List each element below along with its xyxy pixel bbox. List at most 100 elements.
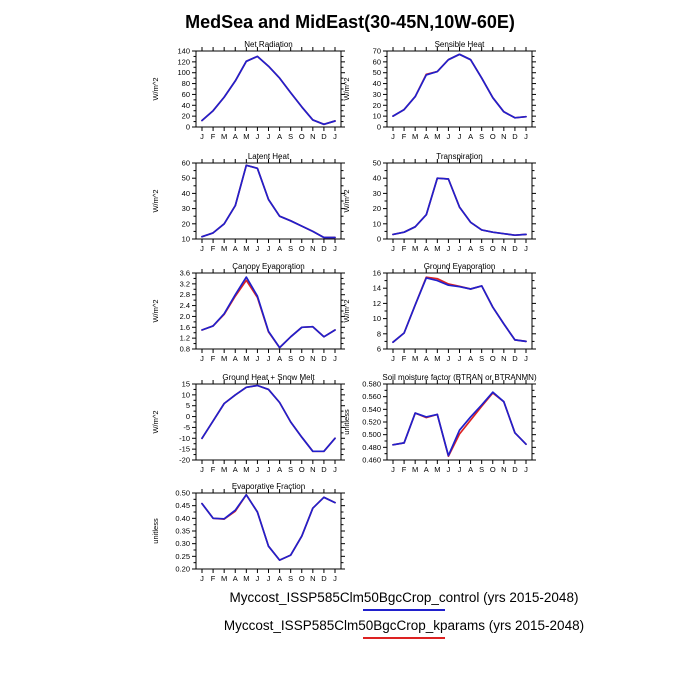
ground-evaporation-xtick-label: M bbox=[412, 354, 418, 363]
latent-heat-ytick-label: 40 bbox=[182, 189, 190, 198]
latent-heat-xtick-label: M bbox=[221, 244, 227, 253]
evaporative-fraction-ytick-label: 0.20 bbox=[175, 565, 190, 574]
evaporative-fraction-xtick-label: M bbox=[243, 574, 249, 583]
latent-heat-xtick-label: F bbox=[211, 244, 216, 253]
evaporative-fraction-xtick-label: A bbox=[233, 574, 238, 583]
soil-moisture-factor-btran-or-btranmn-xtick-label: M bbox=[412, 465, 418, 474]
sensible-heat-xtick-label: A bbox=[468, 132, 473, 141]
ground-evaporation-xtick-label: A bbox=[468, 354, 473, 363]
latent-heat-ytick-label: 60 bbox=[182, 159, 190, 168]
canopy-evaporation-series-control bbox=[201, 276, 336, 349]
canopy-evaporation-title: Canopy Evaporation bbox=[232, 262, 305, 271]
evaporative-fraction-xtick-label: A bbox=[277, 574, 282, 583]
net-radiation-xtick-label: J bbox=[200, 132, 204, 141]
canopy-evaporation-ytick-label: 3.6 bbox=[180, 269, 190, 278]
subplot-net-radiation: Net Radiation 0 20 40 60 80 100 120 140 J F M A M J J A S… bbox=[148, 37, 351, 142]
canopy-evaporation-xtick-label: A bbox=[233, 354, 238, 363]
net-radiation-xtick-label: F bbox=[211, 132, 216, 141]
soil-moisture-factor-btran-or-btranmn-ylabel: unitless bbox=[342, 409, 351, 435]
latent-heat-xtick-label: M bbox=[243, 244, 249, 253]
transpiration-xtick-label: J bbox=[391, 244, 395, 253]
ground-heat-snow-melt-xtick-label: J bbox=[256, 465, 260, 474]
evaporative-fraction-ytick-label: 0.30 bbox=[175, 539, 190, 548]
soil-moisture-factor-btran-or-btranmn-xtick-label: D bbox=[512, 465, 518, 474]
ground-heat-snow-melt-ytick-label: -20 bbox=[179, 456, 190, 465]
soil-moisture-factor-btran-or-btranmn-canvas: Soil moisture factor (BTRAN or BTRANMN) 0… bbox=[342, 373, 537, 474]
evaporative-fraction-xtick-label: D bbox=[321, 574, 327, 583]
canopy-evaporation-ytick-label: 2.8 bbox=[180, 290, 190, 299]
ground-evaporation-xtick-label: N bbox=[501, 354, 506, 363]
canopy-evaporation-xtick-label: M bbox=[243, 354, 249, 363]
sensible-heat-ytick-label: 0 bbox=[377, 123, 381, 132]
legend-entry-control: Myccost_ISSP585Clm50BgcCrop_control (yrs… bbox=[108, 590, 700, 611]
canopy-evaporation-xtick-label: F bbox=[211, 354, 216, 363]
soil-moisture-factor-btran-or-btranmn-ytick-label: 0.540 bbox=[362, 405, 381, 414]
transpiration-xtick-label: A bbox=[468, 244, 473, 253]
net-radiation-xtick-label: J bbox=[333, 132, 337, 141]
sensible-heat-ytick-label: 40 bbox=[373, 79, 381, 88]
latent-heat-xtick-label: J bbox=[333, 244, 337, 253]
ground-heat-snow-melt-title: Ground Heat + Snow Melt bbox=[222, 373, 315, 382]
transpiration-xtick-label: A bbox=[424, 244, 429, 253]
net-radiation-xtick-label: M bbox=[243, 132, 249, 141]
sensible-heat-xtick-label: J bbox=[458, 132, 462, 141]
canopy-evaporation-xtick-label: O bbox=[299, 354, 305, 363]
evaporative-fraction-xtick-label: O bbox=[299, 574, 305, 583]
latent-heat-xtick-label: A bbox=[277, 244, 282, 253]
subplot-evaporative-fraction: Evaporative Fraction 0.20 0.25 0.30 0.35 0.40… bbox=[148, 479, 351, 584]
ground-heat-snow-melt-ytick-label: 0 bbox=[186, 412, 190, 421]
sensible-heat-series-kparams bbox=[392, 53, 527, 119]
net-radiation-xtick-label: J bbox=[256, 132, 260, 141]
soil-moisture-factor-btran-or-btranmn-series-kparams bbox=[392, 392, 527, 458]
canopy-evaporation-ytick-label: 2.0 bbox=[180, 312, 190, 321]
net-radiation-ytick-label: 20 bbox=[182, 112, 190, 121]
sensible-heat-ytick-label: 30 bbox=[373, 90, 381, 99]
ground-evaporation-series-control bbox=[392, 277, 527, 344]
legend: Myccost_ISSP585Clm50BgcCrop_control (yrs… bbox=[0, 590, 700, 646]
sensible-heat-title: Sensible Heat bbox=[435, 40, 486, 49]
transpiration-title: Transpiration bbox=[436, 152, 482, 161]
transpiration-series-control bbox=[392, 177, 527, 237]
ground-evaporation-ytick-label: 8 bbox=[377, 329, 381, 338]
soil-moisture-factor-btran-or-btranmn-ytick-label: 0.500 bbox=[362, 430, 381, 439]
canopy-evaporation-xtick-label: J bbox=[256, 354, 260, 363]
subplot-latent-heat: Latent Heat 10 20 30 40 50 60 J F M A M J J A S O N D J W/m^… bbox=[148, 149, 351, 254]
ground-evaporation-xtick-label: M bbox=[434, 354, 440, 363]
ground-evaporation-xtick-label: J bbox=[458, 354, 462, 363]
sensible-heat-xtick-label: N bbox=[501, 132, 506, 141]
evaporative-fraction-ytick-label: 0.35 bbox=[175, 527, 190, 536]
sensible-heat-ytick-label: 70 bbox=[373, 47, 381, 56]
sensible-heat-xtick-label: D bbox=[512, 132, 518, 141]
net-radiation-ytick-label: 80 bbox=[182, 79, 190, 88]
soil-moisture-factor-btran-or-btranmn-ytick-label: 0.520 bbox=[362, 418, 381, 427]
latent-heat-xtick-label: D bbox=[321, 244, 327, 253]
evaporative-fraction-xtick-label: N bbox=[310, 574, 315, 583]
sensible-heat-ylabel: W/m^2 bbox=[342, 77, 351, 100]
ground-heat-snow-melt-xtick-label: D bbox=[321, 465, 327, 474]
net-radiation-ytick-label: 40 bbox=[182, 101, 190, 110]
net-radiation-xtick-label: D bbox=[321, 132, 327, 141]
latent-heat-xtick-label: J bbox=[256, 244, 260, 253]
evaporative-fraction-ytick-label: 0.40 bbox=[175, 514, 190, 523]
ground-evaporation-xtick-label: S bbox=[479, 354, 484, 363]
net-radiation-ytick-label: 60 bbox=[182, 90, 190, 99]
sensible-heat-xtick-label: S bbox=[479, 132, 484, 141]
sensible-heat-xtick-label: J bbox=[524, 132, 528, 141]
transpiration-ylabel: W/m^2 bbox=[342, 189, 351, 212]
soil-moisture-factor-btran-or-btranmn-title: Soil moisture factor (BTRAN or BTRANMN) bbox=[382, 373, 537, 382]
soil-moisture-factor-btran-or-btranmn-xtick-label: M bbox=[434, 465, 440, 474]
legend-line-kparams-icon bbox=[363, 637, 445, 639]
canopy-evaporation-xtick-label: S bbox=[288, 354, 293, 363]
transpiration-ytick-label: 30 bbox=[373, 189, 381, 198]
canopy-evaporation-series-kparams bbox=[201, 279, 336, 349]
ground-heat-snow-melt-ytick-label: 10 bbox=[182, 390, 190, 399]
ground-evaporation-ytick-label: 16 bbox=[373, 269, 381, 278]
soil-moisture-factor-btran-or-btranmn-series-control bbox=[392, 391, 527, 457]
net-radiation-ytick-label: 100 bbox=[177, 68, 190, 77]
ground-heat-snow-melt-ytick-label: -5 bbox=[183, 423, 190, 432]
